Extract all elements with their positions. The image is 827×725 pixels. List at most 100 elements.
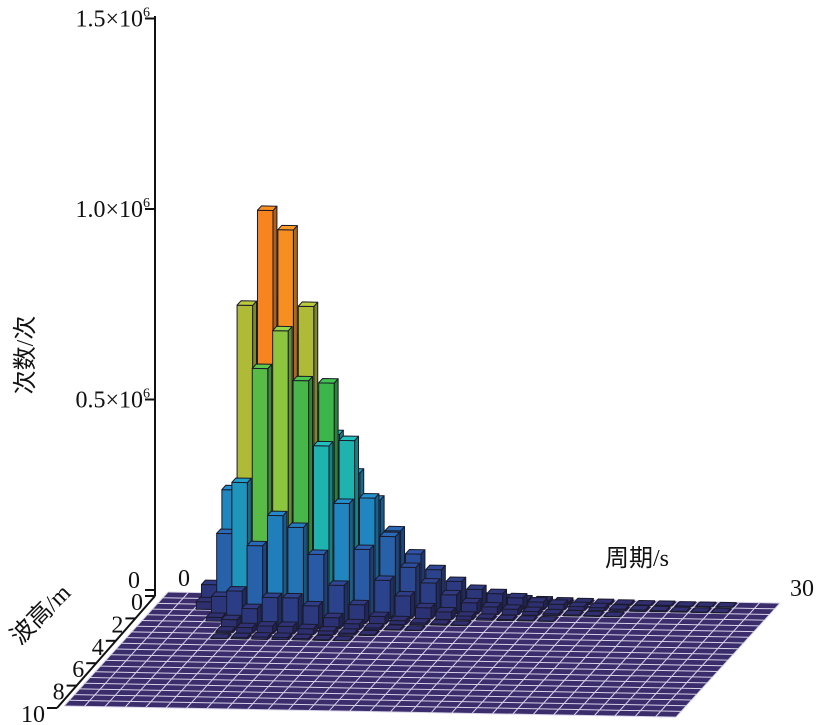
bar-front-face (435, 611, 452, 621)
bar (501, 604, 523, 616)
bar-top-face (353, 544, 375, 551)
bar-top-face (450, 620, 472, 626)
y-tick-label: 10 (21, 702, 45, 725)
bar (455, 611, 477, 621)
bar-top-face (440, 589, 462, 596)
bar-top-face (236, 622, 257, 629)
grid-line-height (105, 659, 718, 672)
bar (271, 632, 293, 641)
bar-top-face (603, 611, 625, 618)
bar-top-face (256, 205, 278, 212)
grid-line-height (84, 682, 697, 695)
bar-top-face (420, 577, 441, 584)
bar-top-face (496, 614, 518, 621)
bar (358, 629, 380, 637)
bar-top-face (379, 531, 400, 538)
bar (450, 620, 472, 627)
bar (256, 621, 278, 635)
bar (312, 634, 334, 642)
bar-top-face (695, 601, 717, 608)
bar-top-face (445, 576, 467, 583)
bar-front-face (501, 608, 519, 616)
bar-top-face (287, 522, 308, 528)
bar-top-face (384, 525, 406, 532)
bar-top-face (654, 600, 676, 606)
bar (332, 635, 354, 642)
x-tick-label-0: 0 (178, 566, 190, 592)
bar-top-face (210, 633, 232, 639)
bar-side-face (323, 549, 329, 624)
z-tick-label: 0 (128, 568, 140, 594)
bar-top-face (425, 564, 446, 571)
axes (56, 16, 156, 709)
bar-top-face (318, 377, 339, 384)
bar-top-face (710, 607, 732, 614)
bar-top-face (226, 586, 247, 592)
bar (710, 607, 732, 614)
bar (588, 602, 610, 612)
bar-top-face (277, 224, 298, 231)
bar-top-face (368, 611, 390, 618)
bar-top-face (399, 562, 421, 568)
bar-top-face (261, 592, 283, 599)
bar-top-face (389, 615, 410, 622)
bar (695, 601, 717, 608)
bar-top-face (435, 606, 456, 613)
bar-top-face (251, 632, 272, 638)
bar (389, 615, 410, 626)
bar (292, 633, 313, 641)
bar-top-face (358, 493, 380, 499)
bar-front-face (195, 601, 213, 610)
bar-top-face (501, 604, 523, 610)
bar-top-face (629, 604, 650, 611)
bar (568, 601, 589, 611)
bar-top-face (522, 606, 543, 613)
bar-top-face (328, 580, 349, 586)
bar-top-face (430, 619, 451, 625)
bar-top-face (537, 615, 558, 622)
bar-top-face (506, 592, 528, 599)
bar-top-face (282, 592, 303, 599)
bar (384, 624, 405, 631)
bar-top-face (486, 588, 508, 595)
bar-top-face (307, 549, 329, 556)
bar-side-face (369, 544, 375, 619)
bar (317, 625, 339, 636)
bar (562, 609, 584, 617)
x-axis-label: 周期/s (605, 546, 669, 572)
bar-top-face (338, 628, 359, 634)
bar-top-face (297, 623, 318, 630)
bar (276, 621, 298, 635)
bar-top-face (608, 604, 630, 610)
bar (343, 618, 364, 631)
bar (522, 606, 543, 616)
grid-line-height (126, 637, 739, 650)
bar-top-face (322, 612, 344, 619)
bar (516, 615, 538, 622)
bar-top-face (302, 600, 324, 607)
bar-top-face (568, 601, 589, 608)
bar-top-face (292, 375, 314, 382)
bar-top-face (716, 601, 737, 608)
bars (195, 205, 737, 642)
bar-top-face (690, 607, 712, 613)
bar-top-face (236, 300, 258, 306)
bar (430, 619, 451, 626)
bar (414, 602, 436, 620)
bar-top-face (271, 632, 293, 639)
bar-top-face (246, 540, 268, 547)
bar (476, 613, 497, 621)
bar-top-face (312, 634, 334, 641)
bar-top-face (241, 603, 262, 610)
bar-side-face (297, 593, 303, 629)
bar-top-face (649, 605, 671, 612)
bar (670, 606, 691, 613)
bar (654, 600, 676, 607)
bar-top-face (414, 602, 436, 609)
grid-line-height (79, 688, 692, 701)
bar-top-face (460, 597, 482, 604)
z-tick-label: 1.5×106 (75, 6, 150, 33)
bar-top-face (455, 611, 477, 617)
bar-front-face (394, 595, 412, 620)
bar-top-face (338, 435, 360, 442)
